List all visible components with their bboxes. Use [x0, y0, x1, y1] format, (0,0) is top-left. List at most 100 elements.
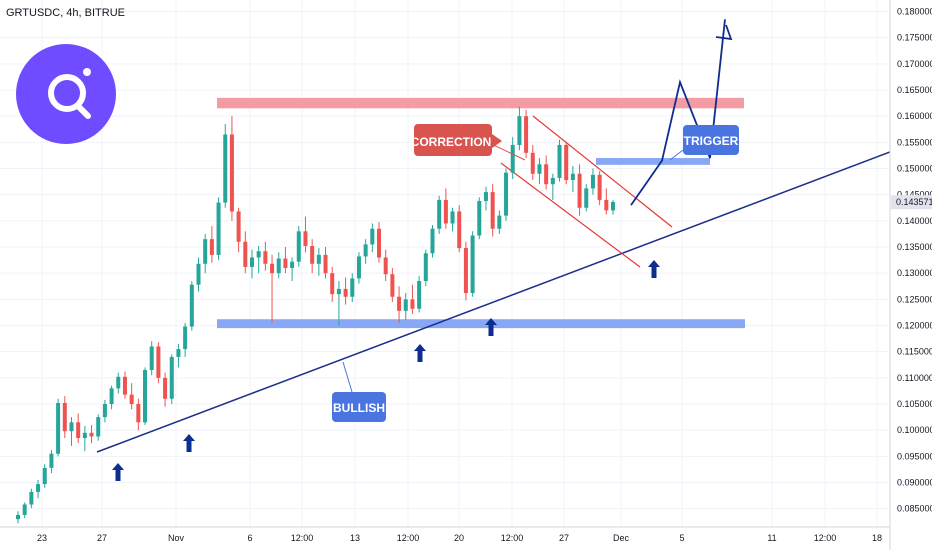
- candle-body: [350, 278, 355, 297]
- candle-body: [76, 422, 81, 439]
- x-tick-label: Dec: [613, 533, 630, 543]
- bullish-label: BULLISH: [333, 401, 385, 415]
- candle-body: [510, 144, 515, 173]
- bullish-callout: [332, 392, 386, 422]
- candle-body: [497, 215, 502, 229]
- up-arrow: [414, 344, 426, 362]
- projection: [630, 19, 733, 206]
- candle-body: [203, 239, 208, 264]
- candle-body: [383, 257, 388, 275]
- candle-body: [550, 177, 555, 185]
- logo: [16, 44, 116, 144]
- x-tick-label: 23: [37, 533, 47, 543]
- logo-stem: [76, 104, 91, 119]
- candle-body: [136, 404, 141, 423]
- up-arrow: [112, 463, 124, 481]
- x-tick-label: 11: [767, 533, 776, 543]
- candle-body: [390, 274, 395, 297]
- symbol-title: GRTUSDC, 4h, BITRUE: [6, 7, 125, 19]
- candle-body: [423, 253, 428, 282]
- bullish-pointer: [342, 361, 353, 393]
- candle-body: [129, 394, 134, 405]
- candle-body: [530, 152, 535, 174]
- candle-body: [437, 199, 442, 229]
- trendlines: [96, 115, 891, 453]
- arrows: [112, 260, 660, 481]
- callouts: CORRECTION BULLISH TRIGGER: [332, 124, 739, 422]
- candle-body: [517, 116, 522, 145]
- y-tick-label: 0.125000: [897, 294, 932, 304]
- candle-body: [189, 284, 194, 327]
- candle-body: [577, 173, 582, 208]
- y-tick-label: 0.155000: [897, 137, 932, 147]
- candle-body: [223, 134, 228, 203]
- candle-body: [323, 254, 328, 274]
- candle-body: [544, 164, 549, 185]
- current-price-badge: [891, 195, 932, 210]
- candle-body: [457, 211, 462, 249]
- candle-body: [330, 273, 335, 295]
- candle-body: [89, 432, 94, 437]
- candle-body: [49, 453, 54, 468]
- candle-body: [15, 514, 21, 520]
- candle-body: [363, 244, 368, 257]
- candle-body: [249, 257, 254, 267]
- candle-body: [270, 263, 275, 274]
- candle-body: [283, 258, 288, 268]
- grid: [0, 0, 890, 527]
- x-tick-label: 27: [97, 533, 107, 543]
- y-tick-label: 0.110000: [897, 373, 932, 383]
- x-tick-label: 13: [350, 533, 360, 543]
- candle-body: [116, 376, 121, 389]
- candle-body: [397, 296, 402, 311]
- x-tick-label: 12:00: [291, 533, 314, 543]
- candle-body: [483, 192, 488, 201]
- candle-body: [102, 404, 107, 418]
- bullish-trendline: [96, 151, 891, 453]
- x-tick-label: 18: [872, 533, 882, 543]
- y-tick-label: 0.160000: [897, 111, 932, 121]
- candle-body: [62, 402, 67, 432]
- trigger-label: TRIGGER: [684, 134, 739, 148]
- candle-body: [163, 377, 168, 399]
- channel-upper-line: [532, 115, 673, 228]
- x-tick-label: Nov: [168, 533, 185, 543]
- candle-body: [216, 202, 221, 255]
- y-tick-label: 0.120000: [897, 321, 932, 331]
- candle-body: [209, 239, 214, 255]
- y-tick-label: 0.180000: [897, 7, 932, 17]
- candle-body: [370, 228, 375, 245]
- resistance-zone: [217, 97, 744, 109]
- logo-dot: [83, 68, 91, 76]
- candle-body: [604, 199, 609, 211]
- y-tick-label: 0.090000: [897, 478, 932, 488]
- y-tick-label: 0.135000: [897, 242, 932, 252]
- candle-body: [56, 402, 61, 454]
- candle-body: [36, 484, 41, 492]
- candle-body: [29, 491, 34, 505]
- candle-body: [590, 174, 595, 189]
- candle-body: [504, 172, 509, 216]
- x-tick-label: 5: [679, 533, 684, 543]
- candle-body: [463, 248, 468, 294]
- up-arrow: [183, 434, 195, 452]
- y-tick-label: 0.175000: [897, 33, 932, 43]
- candle-body: [377, 228, 382, 258]
- up-arrow: [485, 318, 497, 336]
- candle-body: [256, 251, 261, 258]
- projection-path: [630, 19, 726, 206]
- x-tick-label: 12:00: [397, 533, 420, 543]
- y-tick-label: 0.145000: [897, 190, 932, 200]
- candle-body: [470, 235, 475, 294]
- candle-body: [430, 228, 435, 254]
- candle-body: [356, 256, 361, 279]
- candle-body: [570, 173, 575, 181]
- zones: [217, 97, 745, 329]
- candle-body: [82, 432, 87, 439]
- x-tick-label: 20: [454, 533, 464, 543]
- candle-body: [343, 288, 348, 297]
- candle-body: [303, 231, 308, 246]
- x-tick-label: 27: [559, 533, 569, 543]
- candle-body: [410, 299, 415, 309]
